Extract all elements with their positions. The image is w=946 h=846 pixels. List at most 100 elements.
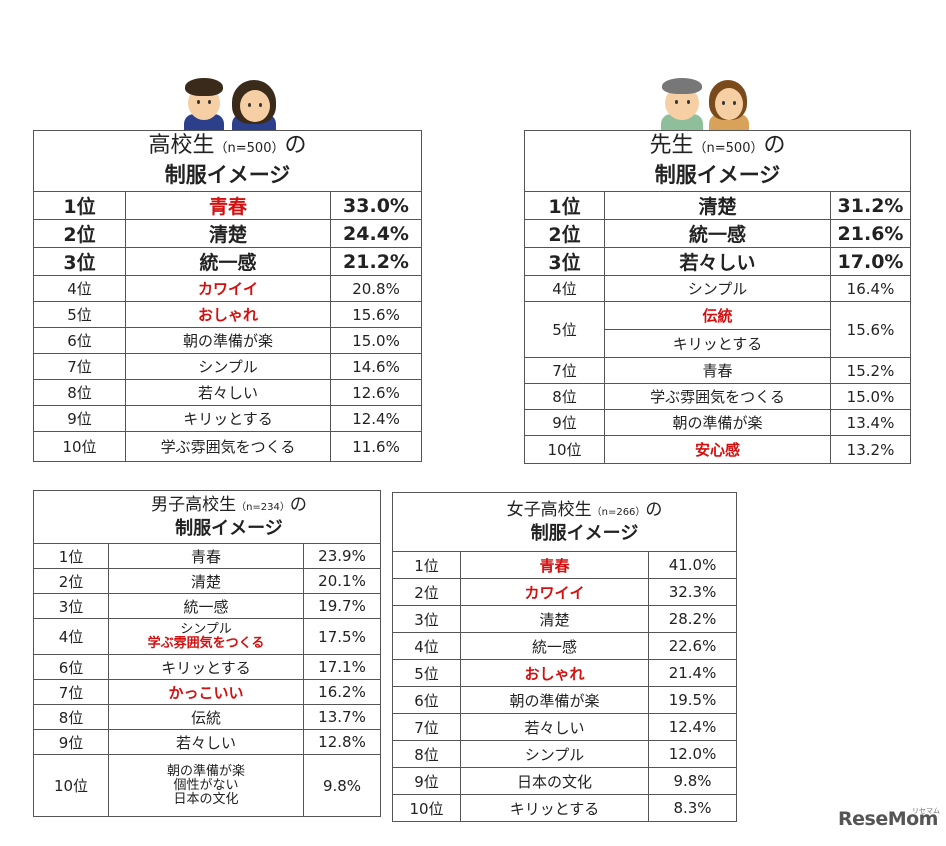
boys-table: 男子高校生（n=234）の 制服イメージ 1位 青春 23.9% 2位 清楚 20.1%… bbox=[33, 490, 381, 817]
rank-cell: 1位 bbox=[392, 551, 461, 579]
label-cell: 若々しい bbox=[125, 379, 331, 406]
table-row: 3位 統一感 19.7% bbox=[33, 593, 381, 619]
rank-cell: 1位 bbox=[524, 191, 605, 220]
label-cell: シンプル bbox=[604, 275, 831, 302]
pct-cell: 28.2% bbox=[647, 605, 738, 633]
rank-cell: 4位 bbox=[33, 275, 126, 302]
label-cell: 清楚 bbox=[125, 219, 331, 248]
pct-cell: 16.2% bbox=[303, 679, 381, 705]
title-n: （n=266） bbox=[591, 506, 646, 518]
label-cell: 学ぶ雰囲気をつくる bbox=[604, 383, 831, 410]
table-row: 4位 統一感 22.6% bbox=[392, 632, 738, 660]
table-row: 9位 日本の文化 9.8% bbox=[392, 767, 738, 795]
title-no: の bbox=[284, 133, 307, 158]
pct-cell: 13.4% bbox=[829, 409, 912, 436]
label-cell: 朝の準備が楽 bbox=[604, 409, 831, 436]
table-row: 3位 若々しい 17.0% bbox=[524, 247, 912, 276]
label-cell: 青春 bbox=[460, 551, 649, 579]
rank-cell: 4位 bbox=[524, 275, 605, 302]
girls-title: 女子高校生（n=266）の 制服イメージ bbox=[391, 492, 738, 552]
girls-panel: 女子高校生（n=266）の 制服イメージ 1位 青春 41.0% 2位 カワイイ 32.… bbox=[391, 492, 738, 822]
label-cell: 青春 bbox=[604, 357, 831, 384]
table-row: 5位 おしゃれ 15.6% bbox=[33, 301, 423, 328]
rank-cell: 5位 bbox=[33, 301, 126, 328]
pct-cell: 15.0% bbox=[329, 327, 423, 354]
pct-cell: 13.2% bbox=[829, 435, 912, 464]
pct-cell: 23.9% bbox=[303, 543, 381, 569]
label-cell: キリッとする bbox=[460, 794, 649, 822]
pct-cell: 31.2% bbox=[829, 191, 912, 220]
rank-cell: 4位 bbox=[392, 632, 461, 660]
table-row: 8位 シンプル 12.0% bbox=[392, 740, 738, 768]
label-cell: カワイイ bbox=[125, 275, 331, 302]
pct-cell: 12.0% bbox=[647, 740, 738, 768]
table-row: 1位 青春 41.0% bbox=[392, 551, 738, 579]
rank-cell: 9位 bbox=[33, 729, 109, 755]
teachers-icon bbox=[657, 76, 753, 132]
rank-cell: 2位 bbox=[33, 219, 126, 248]
label-cell: カワイイ bbox=[460, 578, 649, 606]
rank-cell: 9位 bbox=[392, 767, 461, 795]
table-row: 1位 青春 33.0% bbox=[33, 191, 423, 220]
label-line: シンプル bbox=[180, 621, 232, 637]
pct-cell: 13.7% bbox=[303, 704, 381, 730]
table-row: 1位 青春 23.9% bbox=[33, 543, 381, 569]
table-row: 4位 シンプル 16.4% bbox=[524, 275, 912, 302]
pct-cell: 32.3% bbox=[647, 578, 738, 606]
title-no: の bbox=[289, 494, 307, 515]
pct-cell: 12.4% bbox=[647, 713, 738, 741]
label-cell: 青春 bbox=[125, 191, 331, 220]
table-row: 7位 シンプル 14.6% bbox=[33, 353, 423, 380]
teacher-panel: 先生（n=500）の 制服イメージ 1位 清楚 31.2% 2位 統一感 21.6% 3… bbox=[523, 130, 912, 464]
resemom-logo-sub: リセマム bbox=[912, 807, 940, 815]
label-cell: かっこいい bbox=[108, 679, 304, 705]
label-cell: 若々しい bbox=[460, 713, 649, 741]
label-line: 学ぶ雰囲気をつくる bbox=[147, 635, 265, 651]
rank-cell: 10位 bbox=[392, 794, 461, 822]
pct-cell: 17.5% bbox=[303, 618, 381, 655]
resemom-logo: ReseMom bbox=[838, 808, 938, 830]
pct-cell: 9.8% bbox=[647, 767, 738, 795]
pct-cell: 11.6% bbox=[329, 431, 423, 462]
table-row: 10位 キリッとする 8.3% bbox=[392, 794, 738, 822]
rank-cell: 6位 bbox=[392, 686, 461, 714]
pct-cell: 15.2% bbox=[829, 357, 912, 384]
rank-cell: 3位 bbox=[524, 247, 605, 276]
high-school-title: 高校生（n=500）の 制服イメージ bbox=[32, 130, 423, 192]
label-cell: 伝統 bbox=[108, 704, 304, 730]
table-row: 6位 キリッとする 17.1% bbox=[33, 654, 381, 680]
rank-cell: 1位 bbox=[33, 543, 109, 569]
rank-cell: 5位 bbox=[524, 301, 605, 358]
pct-cell: 19.5% bbox=[647, 686, 738, 714]
table-row: 7位 若々しい 12.4% bbox=[392, 713, 738, 741]
label-cell: 清楚 bbox=[108, 568, 304, 594]
table-row: 5位 おしゃれ 21.4% bbox=[392, 659, 738, 687]
table-row: 9位 朝の準備が楽 13.4% bbox=[524, 409, 912, 436]
table-row: 5位 伝統 15.6% bbox=[524, 301, 912, 358]
rank-cell: 10位 bbox=[524, 435, 605, 464]
title-main: 先生 bbox=[649, 133, 694, 158]
label-cell: シンプル 学ぶ雰囲気をつくる bbox=[108, 618, 304, 655]
label-line: 個性がない bbox=[173, 777, 239, 793]
label-line: 日本の文化 bbox=[173, 791, 239, 807]
pct-cell: 19.7% bbox=[303, 593, 381, 619]
table-row: 3位 清楚 28.2% bbox=[392, 605, 738, 633]
boys-title: 男子高校生（n=234）の 制服イメージ bbox=[33, 490, 381, 544]
high-school-students-icon bbox=[178, 76, 282, 132]
table-row: 7位 青春 15.2% bbox=[524, 357, 912, 384]
label-cell: 清楚 bbox=[460, 605, 649, 633]
pct-cell: 21.4% bbox=[647, 659, 738, 687]
pct-cell: 17.1% bbox=[303, 654, 381, 680]
rank-cell: 7位 bbox=[524, 357, 605, 384]
title-sub: 制服イメージ bbox=[654, 163, 781, 187]
rank-cell: 3位 bbox=[392, 605, 461, 633]
label-cell: 朝の準備が楽 個性がない 日本の文化 bbox=[108, 754, 304, 817]
rank-cell: 7位 bbox=[392, 713, 461, 741]
table-row: 2位 清楚 24.4% bbox=[33, 219, 423, 248]
boys-panel: 男子高校生（n=234）の 制服イメージ 1位 青春 23.9% 2位 清楚 20.1%… bbox=[33, 490, 381, 817]
pct-cell: 14.6% bbox=[329, 353, 423, 380]
pct-cell: 15.6% bbox=[829, 301, 912, 358]
teacher-title: 先生（n=500）の 制服イメージ bbox=[523, 130, 912, 192]
pct-cell: 22.6% bbox=[647, 632, 738, 660]
label-cell: 若々しい bbox=[604, 247, 831, 276]
